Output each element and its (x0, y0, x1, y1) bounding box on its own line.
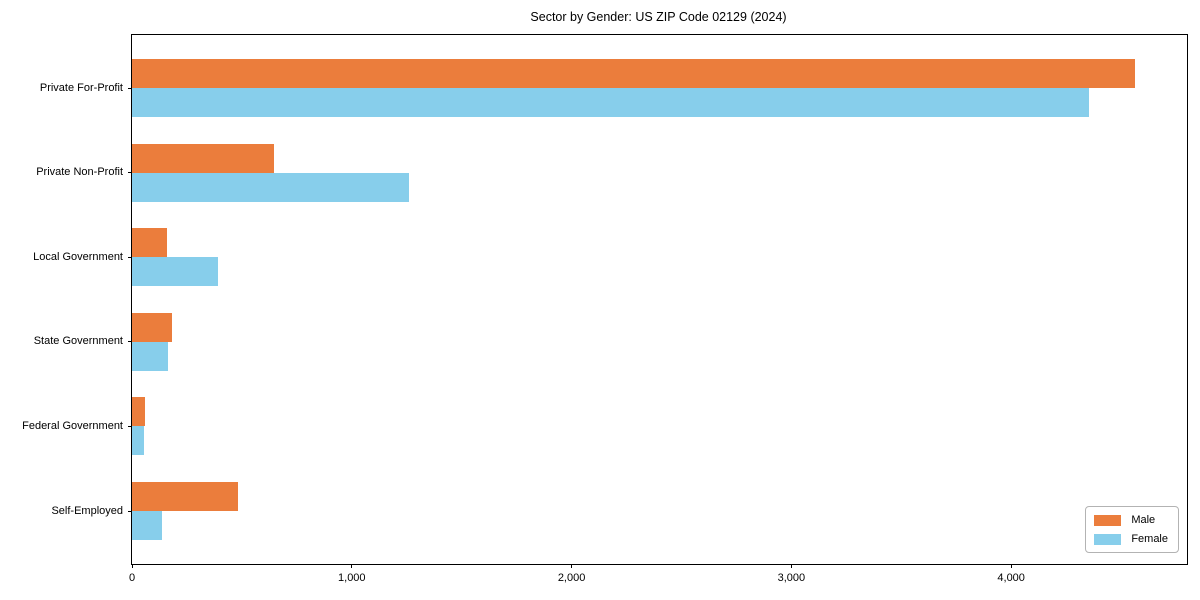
x-tick (1010, 564, 1012, 568)
y-axis-label: Private Non-Profit (36, 166, 123, 179)
y-tick (128, 256, 132, 258)
bar-male-private-non-profit (132, 143, 274, 173)
y-axis-label: State Government (33, 335, 123, 348)
bar-male-federal-government (132, 397, 146, 427)
legend-label-female: Female (1131, 533, 1168, 545)
legend-swatch-female (1094, 533, 1122, 545)
x-tick (790, 564, 792, 568)
y-axis-label: Private For-Profit (39, 81, 123, 94)
y-axis-label: Self-Employed (51, 504, 123, 517)
y-tick (128, 87, 132, 89)
x-tick-label: 2,000 (557, 572, 586, 584)
y-axis-label: Federal Government (22, 419, 123, 432)
legend: Male Female (1085, 506, 1179, 553)
bar-male-self-employed (132, 482, 238, 511)
bar-female-self-employed (132, 511, 162, 540)
bar-female-local-government (132, 257, 218, 287)
legend-swatch-male (1094, 514, 1122, 526)
chart-title: Sector by Gender: US ZIP Code 02129 (202… (530, 10, 787, 24)
bar-female-private-non-profit (132, 172, 409, 202)
y-tick (128, 172, 132, 174)
bar-male-local-government (132, 228, 168, 258)
bar-female-private-for-profit (132, 88, 1090, 117)
bar-male-private-for-profit (132, 59, 1136, 88)
y-tick (128, 425, 132, 427)
plot-area: Male Female Private For-Profit Private No… (22, 34, 1188, 584)
y-tick (128, 341, 132, 343)
bar-female-federal-government (132, 426, 145, 456)
bar-male-state-government (132, 312, 172, 342)
x-tick-label: 1,000 (338, 572, 366, 584)
x-tick-label: 0 (128, 572, 136, 584)
x-tick-label: 4,000 (997, 572, 1025, 584)
x-tick-label: 3,000 (777, 572, 806, 584)
legend-item-female: Female (1094, 533, 1168, 545)
y-tick (128, 510, 132, 512)
x-tick (351, 564, 353, 568)
x-tick (571, 564, 573, 568)
y-axis-label: Local Government (33, 250, 123, 263)
bar-female-state-government (132, 341, 169, 371)
legend-label-male: Male (1131, 514, 1156, 526)
x-tick (131, 564, 133, 568)
legend-item-male: Male (1094, 514, 1168, 526)
